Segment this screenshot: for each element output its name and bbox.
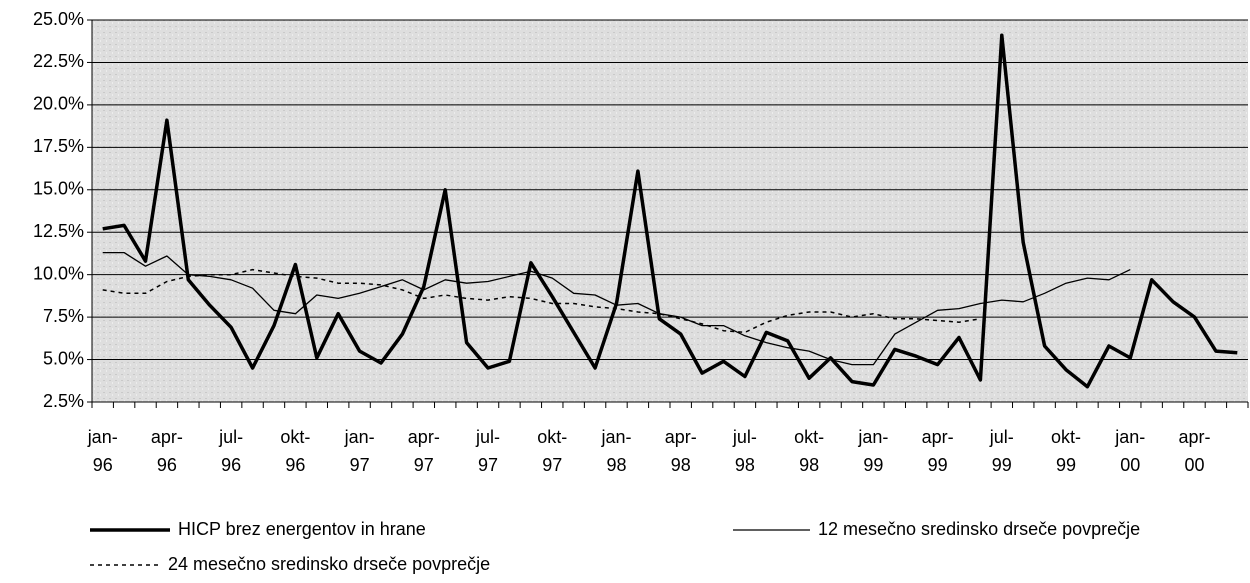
x-tick-label: apr-99 xyxy=(922,427,954,475)
x-tick-label: jul-96 xyxy=(218,427,243,475)
y-tick-label: 22.5% xyxy=(33,51,84,71)
x-tick-label: jan-96 xyxy=(87,427,118,475)
x-tick-label: apr-98 xyxy=(665,427,697,475)
y-tick-label: 17.5% xyxy=(33,136,84,156)
legend-label: 12 mesečno sredinsko drseče povprečje xyxy=(818,519,1140,539)
x-tick-label: jan-99 xyxy=(857,427,888,475)
y-tick-label: 12.5% xyxy=(33,221,84,241)
y-tick-label: 2.5% xyxy=(43,391,84,411)
x-tick-label: jan-97 xyxy=(344,427,375,475)
x-tick-label: jul-97 xyxy=(475,427,500,475)
x-tick-label: apr-97 xyxy=(408,427,440,475)
y-tick-label: 15.0% xyxy=(33,179,84,199)
x-tick-label: apr-96 xyxy=(151,427,183,475)
legend-label: 24 mesečno sredinsko drseče povprečje xyxy=(168,554,490,574)
series-line xyxy=(102,268,981,334)
x-tick-label: jul-98 xyxy=(732,427,757,475)
plot-area xyxy=(92,20,1248,402)
x-tick-label: okt-97 xyxy=(537,427,567,475)
y-tick-label: 7.5% xyxy=(43,306,84,326)
series-line xyxy=(102,33,1238,389)
y-tick-label: 10.0% xyxy=(33,263,84,283)
y-tick-label: 25.0% xyxy=(33,9,84,29)
series-line xyxy=(102,251,1131,366)
x-tick-label: okt-98 xyxy=(794,427,824,475)
x-tick-label: jul-99 xyxy=(989,427,1014,475)
x-tick-label: apr-00 xyxy=(1178,427,1210,475)
x-tick-label: okt-96 xyxy=(280,427,310,475)
x-tick-label: jan-00 xyxy=(1114,427,1145,475)
legend-label: HICP brez energentov in hrane xyxy=(178,519,426,539)
y-tick-label: 5.0% xyxy=(43,348,84,368)
y-tick-label: 20.0% xyxy=(33,94,84,114)
x-tick-label: okt-99 xyxy=(1051,427,1081,475)
x-tick-label: jan-98 xyxy=(600,427,631,475)
